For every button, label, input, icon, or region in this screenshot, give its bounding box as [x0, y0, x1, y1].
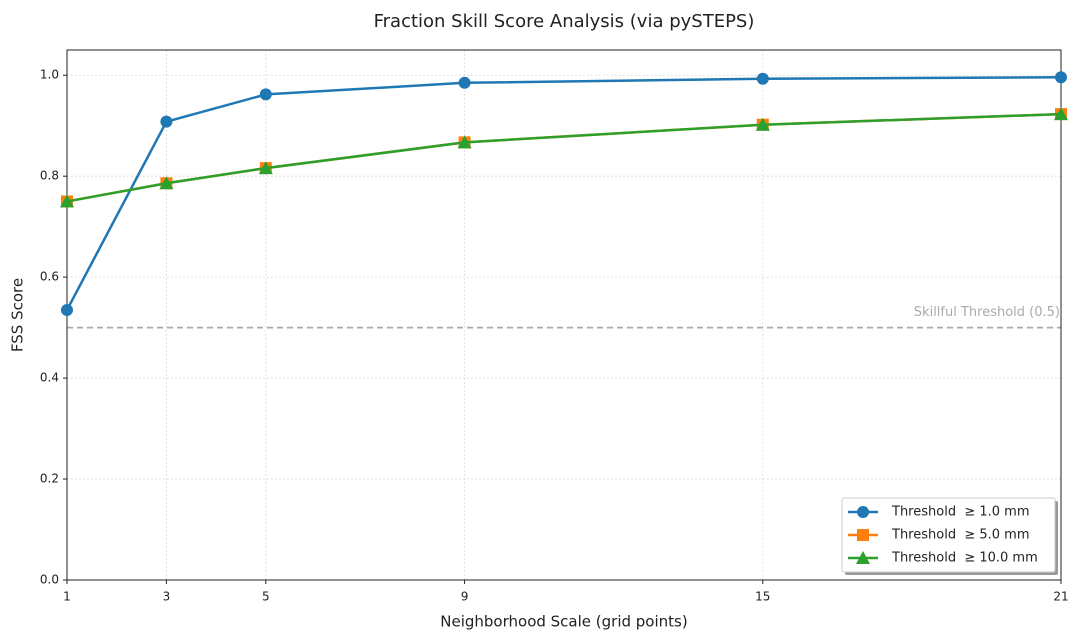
legend-box [841, 497, 1056, 573]
marker [61, 303, 73, 316]
x-tick-label: 9 [461, 590, 469, 604]
y-tick-label: 1.0 [40, 68, 59, 82]
legend-label: Threshold ≥ 5.0 mm [891, 528, 1030, 543]
legend-marker [857, 506, 869, 518]
series-line [66, 112, 1062, 203]
marker [457, 135, 472, 149]
marker [756, 72, 769, 85]
y-tick-label: 0.8 [40, 169, 59, 183]
x-tick-label: 21 [1053, 590, 1068, 604]
x-axis-label: Neighborhood Scale (grid points) [440, 613, 687, 631]
series-line [66, 112, 1062, 203]
x-tick-label: 15 [755, 590, 770, 604]
y-tick-label: 0.0 [40, 573, 59, 587]
marker [1055, 71, 1067, 84]
marker [458, 76, 471, 89]
legend-label: Threshold ≥ 1.0 mm [891, 505, 1030, 520]
marker [259, 88, 272, 101]
y-tick-label: 0.6 [40, 270, 59, 284]
marker [1054, 107, 1068, 121]
series-line [65, 76, 1062, 311]
marker [755, 117, 770, 131]
x-tick-label: 1 [63, 590, 71, 604]
y-tick-label: 0.2 [40, 472, 59, 486]
legend-marker [857, 529, 869, 541]
legend-label: Threshold ≥ 10.0 mm [891, 551, 1038, 566]
x-tick-label: 5 [262, 590, 270, 604]
y-tick-label: 0.4 [40, 371, 59, 385]
y-axis-label: FSS Score [9, 278, 27, 352]
legend-marker [856, 551, 870, 564]
marker [60, 194, 74, 208]
threshold-label: Skillful Threshold (0.5) [914, 305, 1060, 320]
chart-title: Fraction Skill Score Analysis (via pySTE… [374, 11, 755, 32]
marker [159, 176, 174, 190]
marker [258, 161, 273, 175]
x-tick-label: 3 [163, 590, 171, 604]
marker [160, 115, 173, 128]
